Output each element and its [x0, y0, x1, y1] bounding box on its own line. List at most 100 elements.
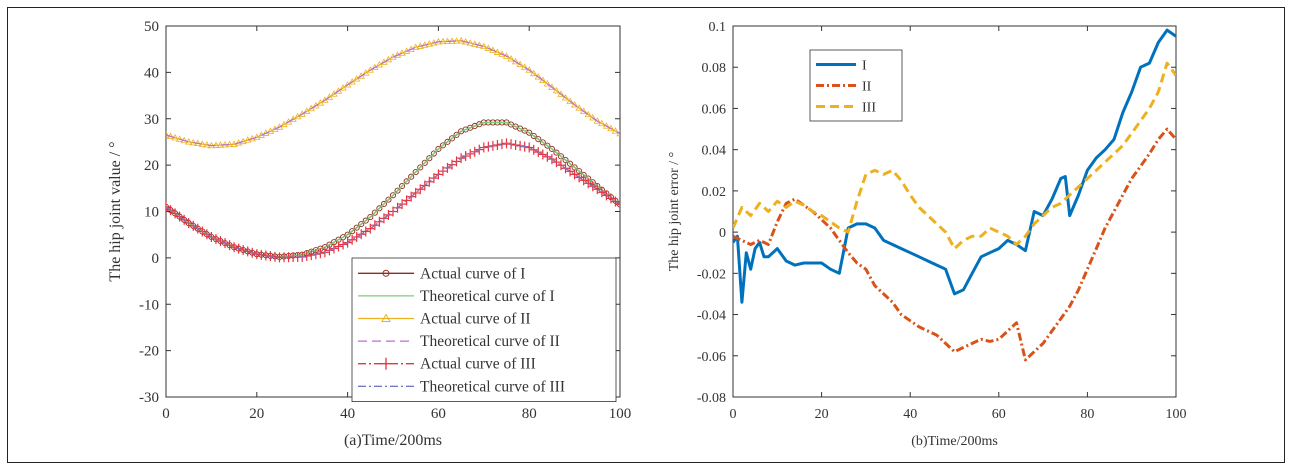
legend-marker	[382, 269, 390, 277]
y-tick-label: -0.04	[697, 309, 726, 324]
y-tick-label: -0.02	[697, 267, 726, 282]
marker-circle	[539, 139, 546, 146]
y-tick-label: 10	[144, 205, 159, 221]
series-theoretical-curve-of-ii	[166, 40, 620, 147]
x-tick-label: 100	[609, 406, 632, 422]
marker-circle	[567, 160, 574, 167]
marker-circle	[530, 132, 537, 139]
marker-circle	[353, 224, 360, 231]
legend-label-i: I	[862, 59, 867, 74]
marker-circle	[394, 187, 401, 194]
marker-circle	[389, 192, 397, 199]
marker-circle	[412, 169, 419, 176]
y-tick-label: 50	[144, 19, 159, 35]
marker-triangle	[589, 114, 597, 121]
marker-triangle	[561, 93, 570, 101]
x-tick-label: 80	[1080, 407, 1094, 422]
legend-label-theoretical-curve-of-i: Theoretical curve of I	[420, 288, 555, 305]
x-tick-label: 40	[903, 407, 917, 422]
marker-triangle	[611, 127, 620, 134]
marker-circle	[448, 135, 456, 142]
x-tick-label: 0	[730, 407, 737, 422]
marker-circle	[444, 138, 451, 145]
marker-circle	[371, 209, 378, 216]
y-tick-label: 0.02	[702, 185, 727, 200]
marker-triangle	[498, 50, 506, 57]
marker-circle	[367, 214, 374, 221]
y-axis-label: The hip joint error / °	[667, 152, 682, 272]
marker-circle	[430, 150, 437, 157]
x-tick-label: 60	[992, 407, 1006, 422]
legend-label-actual-curve-of-ii: Actual curve of II	[420, 311, 531, 328]
y-tick-label: 0.06	[702, 102, 727, 117]
marker-triangle	[598, 119, 606, 127]
marker-triangle	[520, 63, 529, 70]
marker-circle	[399, 182, 406, 190]
marker-circle	[349, 228, 356, 235]
marker-triangle	[570, 101, 579, 108]
y-tick-label: 0.1	[709, 20, 727, 35]
marker-triangle	[425, 40, 434, 47]
marker-triangle	[566, 97, 574, 104]
x-tick-label: 40	[340, 406, 355, 422]
marker-circle	[417, 164, 424, 171]
marker-circle	[526, 129, 533, 136]
legend-label-actual-curve-of-iii: Actual curve of III	[420, 356, 536, 373]
marker-triangle	[507, 55, 515, 62]
x-tick-label: 0	[162, 406, 170, 422]
marker-circle	[557, 153, 565, 160]
x-tick-label: 80	[522, 406, 537, 422]
y-tick-label: -30	[139, 390, 159, 406]
marker-triangle	[552, 86, 561, 94]
marker-circle	[435, 145, 442, 152]
marker-circle	[548, 145, 555, 152]
series-line-theoretical-curve-of-ii	[166, 40, 620, 147]
marker-circle	[408, 173, 415, 180]
series-theoretical-curve-of-iii	[166, 142, 620, 258]
marker-triangle	[471, 40, 479, 47]
x-tick-label: 60	[431, 406, 446, 422]
figure-frame	[7, 7, 1285, 463]
marker-circle	[385, 196, 392, 203]
y-tick-label: 20	[144, 158, 159, 174]
legend-label-actual-curve-of-i: Actual curve of I	[420, 265, 525, 282]
series-line-theoretical-curve-of-iii	[166, 142, 620, 258]
legend-label-theoretical-curve-of-ii: Theoretical curve of II	[420, 333, 560, 350]
marker-circle	[562, 156, 569, 164]
marker-circle	[553, 149, 560, 156]
series-line-ii	[733, 127, 1176, 362]
legend-label-ii: II	[862, 80, 872, 95]
legend-label-iii: III	[862, 101, 876, 116]
y-tick-label: 0.08	[702, 61, 727, 76]
marker-triangle	[412, 43, 420, 50]
series-line-i	[733, 28, 1176, 304]
x-tick-label: 20	[815, 407, 829, 422]
legend-box	[351, 257, 617, 403]
y-tick-label: -10	[139, 297, 159, 313]
marker-circle	[421, 159, 428, 166]
marker-circle	[535, 136, 542, 143]
marker-circle	[376, 205, 383, 212]
y-tick-label: -0.08	[697, 391, 726, 406]
marker-triangle	[530, 69, 538, 77]
marker-circle	[544, 142, 551, 149]
marker-circle	[439, 142, 446, 149]
marker-circle	[403, 178, 410, 185]
marker-triangle	[543, 79, 552, 87]
series-i	[733, 28, 1176, 304]
y-tick-label: 0.04	[702, 144, 727, 159]
marker-circle	[380, 200, 387, 208]
y-tick-label: 0	[719, 226, 726, 241]
marker-triangle	[484, 44, 493, 51]
marker-circle	[344, 231, 351, 238]
y-tick-label: -0.06	[697, 350, 726, 365]
marker-triangle	[575, 104, 583, 111]
x-axis-label: (b)Time/200ms	[911, 434, 998, 449]
plot-area-box	[732, 25, 1177, 398]
marker-circle	[358, 221, 365, 228]
y-tick-label: 30	[144, 112, 159, 128]
legend-marker	[381, 313, 391, 322]
